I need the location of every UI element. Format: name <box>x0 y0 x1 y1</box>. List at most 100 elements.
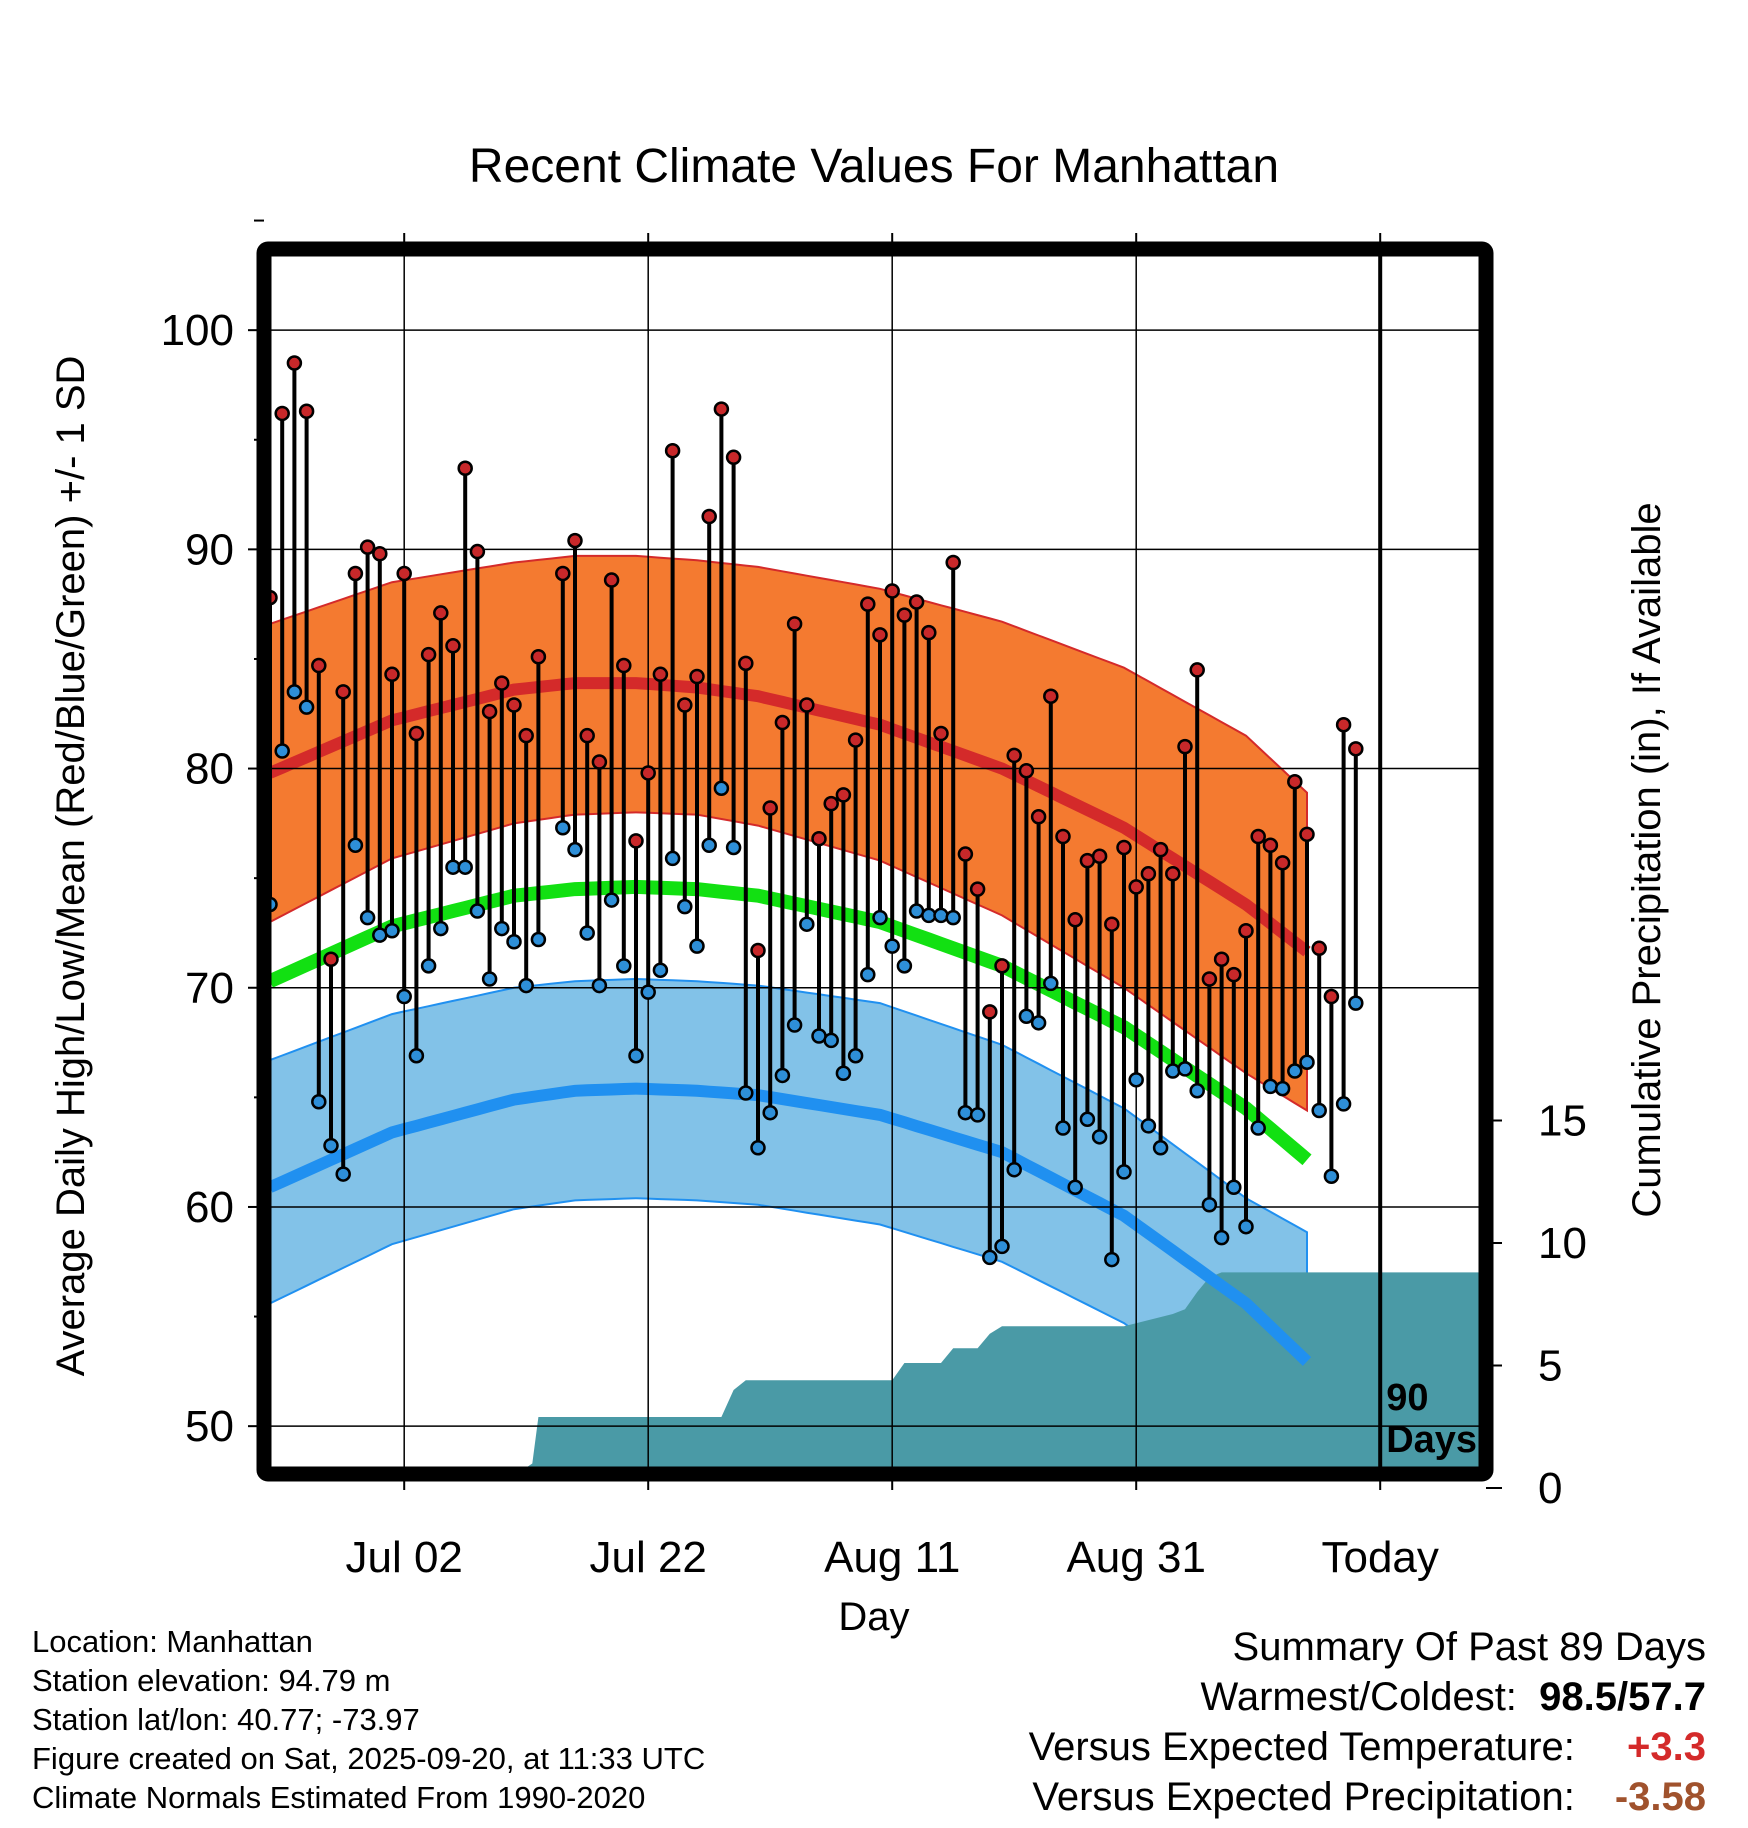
daily-low-point <box>725 839 742 856</box>
daily-low-point <box>457 859 473 875</box>
temp-label: Versus Expected Temperature: <box>1028 1725 1575 1769</box>
daily-low-point <box>786 1017 803 1033</box>
daily-low-point <box>1226 1179 1242 1195</box>
info-latlon: Station lat/lon: 40.77; -73.97 <box>32 1702 420 1737</box>
daily-low-point <box>1299 1054 1315 1071</box>
daily-high-point <box>1030 809 1047 825</box>
daily-low-point <box>347 837 364 854</box>
daily-high-point <box>1152 841 1169 858</box>
daily-high-point <box>811 830 827 847</box>
daily-high-point <box>616 657 632 674</box>
daily-low-point <box>1348 995 1364 1011</box>
daily-low-point <box>872 909 888 926</box>
temp-value: +3.3 <box>1627 1725 1706 1769</box>
daily-high-point <box>982 1004 998 1020</box>
period-label-days-count: 90 <box>1386 1377 1428 1419</box>
info-elevation: Station elevation: 94.79 m <box>32 1663 391 1698</box>
daily-high-point <box>640 765 656 781</box>
daily-low-point <box>311 1093 327 1110</box>
daily-low-point <box>1091 1129 1108 1145</box>
y2-tick-label: 10 <box>1538 1219 1587 1268</box>
daily-low-point <box>518 977 534 994</box>
y-tick-label: 70 <box>185 964 234 1013</box>
daily-low-point <box>1274 1080 1291 1097</box>
daily-high-point <box>1335 716 1352 733</box>
daily-low-point <box>616 958 632 974</box>
daily-high-point <box>323 951 339 968</box>
daily-low-point <box>1079 1111 1096 1128</box>
daily-low-point <box>286 684 303 700</box>
daily-low-point <box>1323 1168 1340 1185</box>
info-normals: Climate Normals Estimated From 1990-2020 <box>32 1780 646 1815</box>
daily-low-point <box>396 988 412 1005</box>
daily-low-point <box>896 958 913 974</box>
daily-high-point <box>1287 773 1303 790</box>
daily-low-point <box>591 977 608 994</box>
daily-high-point <box>286 355 303 371</box>
daily-high-point <box>957 846 974 862</box>
daily-high-point <box>311 657 327 674</box>
daily-high-point <box>1128 879 1144 895</box>
daily-high-point <box>969 881 986 897</box>
daily-high-point <box>396 565 412 582</box>
daily-high-point <box>1091 848 1108 864</box>
daily-high-point <box>1323 988 1340 1005</box>
daily-low-point <box>884 938 900 954</box>
daily-high-point <box>335 684 351 700</box>
station-info: Location: Manhattan Station elevation: 9… <box>32 1622 705 1817</box>
daily-high-point <box>1262 837 1279 854</box>
daily-high-point <box>774 714 791 731</box>
daily-high-point <box>652 666 669 683</box>
daily-high-point <box>530 649 547 665</box>
daily-high-point <box>420 646 437 663</box>
daily-high-point <box>481 703 498 720</box>
daily-low-point <box>481 971 498 987</box>
daily-high-point <box>1274 855 1291 871</box>
daily-high-point <box>518 727 534 744</box>
y-tick-label: 100 <box>161 306 234 355</box>
y2-tick-label: 5 <box>1538 1342 1562 1391</box>
daily-high-point <box>372 545 388 562</box>
daily-high-point <box>1055 828 1071 845</box>
daily-high-point <box>994 958 1010 974</box>
daily-high-point <box>1238 923 1254 939</box>
warmest-value: 98.5 <box>1539 1675 1618 1719</box>
daily-low-point <box>1335 1096 1352 1112</box>
daily-high-point <box>823 795 839 812</box>
daily-low-point <box>1287 1063 1303 1079</box>
daily-high-point <box>786 616 803 632</box>
daily-low-point <box>738 1085 754 1101</box>
chart-title: Recent Climate Values For Manhattan <box>469 140 1279 193</box>
daily-low-point <box>847 1047 864 1064</box>
info-created: Figure created on Sat, 2025-09-20, at 11… <box>32 1741 706 1776</box>
daily-low-point <box>835 1065 852 1081</box>
daily-high-point <box>603 572 620 588</box>
daily-low-point <box>603 892 620 908</box>
warm-cold-label: Warmest/Coldest: <box>1200 1675 1517 1719</box>
daily-low-point <box>640 984 656 1000</box>
daily-high-point <box>701 508 717 525</box>
daily-low-point <box>1238 1218 1254 1235</box>
daily-low-point <box>1213 1229 1230 1246</box>
x-tick-label: Aug 31 <box>1066 1533 1205 1582</box>
daily-low-point <box>420 958 437 974</box>
daily-high-point <box>1213 951 1230 968</box>
plot-frame <box>256 241 1494 1482</box>
daily-high-point <box>359 539 376 555</box>
daily-high-point <box>445 638 461 654</box>
daily-low-point <box>933 907 949 924</box>
daily-low-point <box>994 1238 1010 1255</box>
daily-low-point <box>530 931 547 948</box>
daily-low-point <box>1262 1078 1279 1095</box>
normal-high-line <box>267 677 1311 957</box>
daily-high-point <box>494 675 510 691</box>
daily-low-point <box>982 1249 998 1266</box>
daily-high-point <box>591 754 608 770</box>
daily-low-point <box>1177 1061 1193 1077</box>
daily-high-point <box>298 403 315 420</box>
daily-low-point <box>1018 1008 1035 1025</box>
daily-low-point <box>408 1047 425 1064</box>
daily-high-point <box>1226 966 1242 983</box>
y-tick-label: 90 <box>185 525 234 574</box>
daily-high-point <box>384 666 400 683</box>
